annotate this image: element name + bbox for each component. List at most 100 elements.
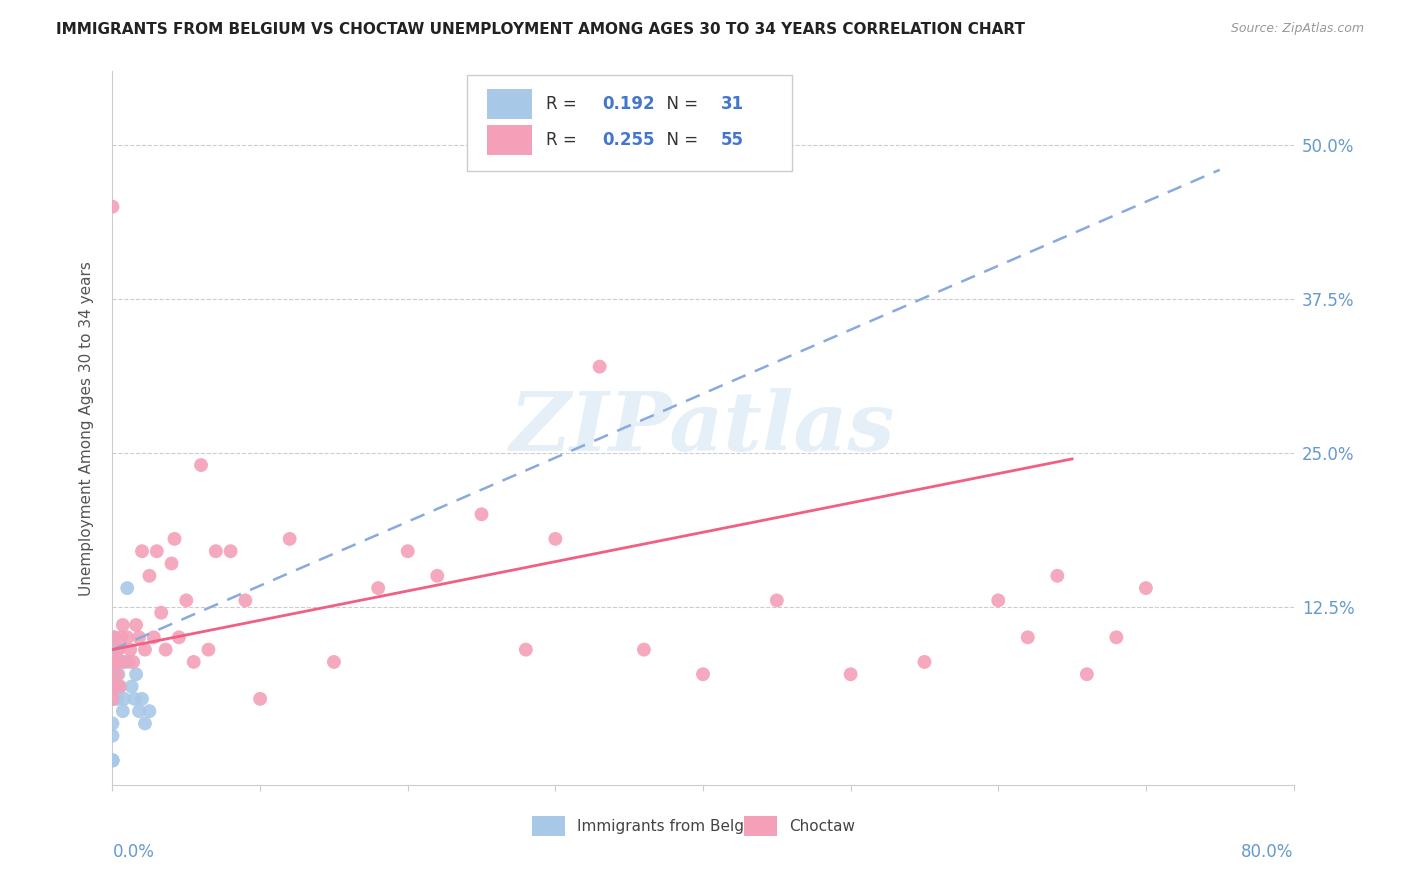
Point: [110, 630, 132, 644]
Point: [1017, 630, 1039, 644]
Point: [101, 667, 124, 681]
Bar: [486, 89, 531, 120]
Point: [633, 642, 655, 657]
Point: [101, 655, 124, 669]
Point: [112, 655, 135, 669]
Point: [396, 544, 419, 558]
Text: 0.255: 0.255: [603, 131, 655, 149]
Point: [101, 655, 124, 669]
Point: [105, 667, 128, 681]
Point: [134, 642, 156, 657]
Point: [103, 630, 125, 644]
Point: [112, 691, 135, 706]
Point: [470, 508, 494, 522]
Point: [197, 642, 219, 657]
Point: [107, 642, 129, 657]
Point: [103, 680, 125, 694]
Text: 55: 55: [721, 131, 744, 149]
Point: [101, 691, 124, 706]
Point: [160, 557, 183, 571]
Point: [101, 753, 124, 767]
Point: [101, 691, 124, 706]
Point: [105, 642, 128, 657]
Text: R =: R =: [546, 131, 582, 149]
Point: [233, 593, 256, 607]
Point: [103, 691, 125, 706]
Point: [107, 667, 129, 681]
Point: [125, 618, 148, 632]
Point: [131, 691, 153, 706]
Point: [134, 716, 156, 731]
Point: [249, 691, 271, 706]
Point: [323, 655, 346, 669]
Text: Immigrants from Belgium: Immigrants from Belgium: [576, 819, 772, 834]
Point: [104, 680, 127, 694]
Text: 31: 31: [721, 95, 744, 113]
Point: [104, 655, 127, 669]
Point: [544, 532, 567, 546]
Point: [367, 581, 389, 595]
Text: IMMIGRANTS FROM BELGIUM VS CHOCTAW UNEMPLOYMENT AMONG AGES 30 TO 34 YEARS CORREL: IMMIGRANTS FROM BELGIUM VS CHOCTAW UNEMP…: [56, 22, 1025, 37]
Point: [125, 667, 148, 681]
Point: [183, 655, 205, 669]
Text: ZIPatlas: ZIPatlas: [510, 388, 896, 468]
Point: [121, 680, 143, 694]
Text: 0.192: 0.192: [603, 95, 655, 113]
Point: [111, 704, 134, 718]
Point: [117, 581, 138, 595]
Text: 80.0%: 80.0%: [1241, 844, 1294, 862]
Point: [105, 691, 128, 706]
Point: [117, 630, 138, 644]
Point: [101, 753, 124, 767]
Point: [120, 642, 142, 657]
Bar: [531, 816, 565, 837]
Point: [101, 753, 124, 767]
Text: 0.0%: 0.0%: [112, 844, 155, 862]
Point: [839, 667, 862, 681]
Point: [128, 704, 150, 718]
Point: [142, 630, 165, 644]
Point: [124, 691, 146, 706]
Point: [766, 593, 789, 607]
Point: [101, 716, 124, 731]
Point: [278, 532, 301, 546]
Y-axis label: Unemployment Among Ages 30 to 34 years: Unemployment Among Ages 30 to 34 years: [79, 260, 94, 596]
Point: [155, 642, 177, 657]
Text: R =: R =: [546, 95, 582, 113]
FancyBboxPatch shape: [467, 75, 792, 171]
Point: [108, 680, 131, 694]
Point: [118, 655, 141, 669]
Bar: [486, 125, 531, 155]
Point: [122, 655, 145, 669]
Point: [1046, 569, 1069, 583]
Point: [163, 532, 186, 546]
Point: [588, 359, 610, 374]
Text: N =: N =: [655, 131, 703, 149]
Point: [103, 630, 125, 644]
Point: [190, 458, 212, 472]
Point: [219, 544, 242, 558]
Text: Source: ZipAtlas.com: Source: ZipAtlas.com: [1230, 22, 1364, 36]
Point: [131, 544, 153, 558]
Point: [174, 593, 197, 607]
Point: [101, 630, 124, 644]
Point: [138, 569, 160, 583]
Point: [101, 642, 124, 657]
Point: [128, 630, 150, 644]
Point: [138, 704, 160, 718]
Point: [1135, 581, 1157, 595]
Point: [692, 667, 714, 681]
Point: [205, 544, 228, 558]
Point: [111, 618, 134, 632]
Point: [1105, 630, 1128, 644]
Point: [101, 200, 124, 214]
Point: [987, 593, 1010, 607]
Text: Choctaw: Choctaw: [789, 819, 855, 834]
Point: [110, 655, 132, 669]
Point: [515, 642, 537, 657]
Point: [167, 630, 190, 644]
Point: [426, 569, 449, 583]
Point: [1076, 667, 1098, 681]
Point: [146, 544, 169, 558]
Point: [101, 729, 124, 743]
